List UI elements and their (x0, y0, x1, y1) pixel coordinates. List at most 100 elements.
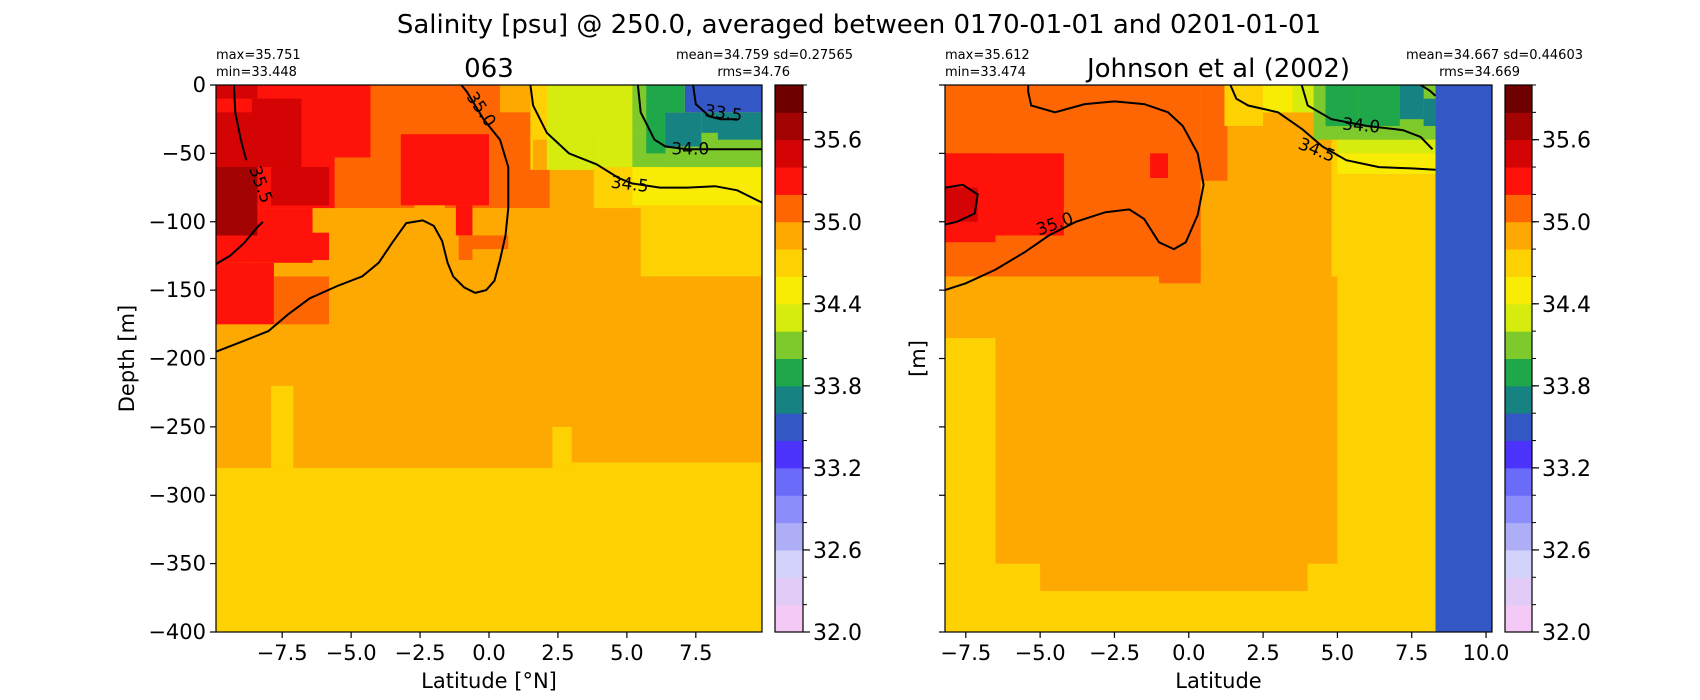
colorbar-segment (775, 249, 803, 277)
stats-left-text: max=35.612 (945, 48, 1030, 63)
panel-title: Johnson et al (2002) (1085, 54, 1350, 84)
heatmap-cell (945, 187, 978, 222)
heatmap-cell (1337, 153, 1436, 174)
panel-title: 063 (464, 54, 514, 84)
y-tick-label: −50 (162, 141, 206, 165)
stats-right-text: mean=34.759 sd=0.27565 (676, 48, 853, 63)
colorbar-segment (775, 139, 803, 168)
contour-label: 34.5 (610, 173, 650, 197)
colorbar-tick-label: 33.8 (813, 375, 862, 400)
colorbar-segment (1505, 303, 1532, 332)
contour-line (945, 183, 979, 226)
heatmap-cell (273, 276, 330, 325)
heatmap-cell (1200, 85, 1228, 181)
heatmap-cell (251, 98, 302, 168)
heatmap-cell (216, 85, 258, 99)
figure-suptitle: Salinity [psu] @ 250.0, averaged between… (397, 10, 1321, 40)
colorbar-segment (1505, 413, 1532, 442)
heatmap-cell (533, 139, 547, 170)
colorbar-segment (775, 604, 803, 633)
contour-label: 34.0 (671, 139, 709, 159)
heatmap-cell (1150, 153, 1168, 178)
x-tick-label: −7.5 (940, 641, 991, 665)
contour-line (636, 85, 762, 151)
colorbar-segment (775, 467, 803, 496)
x-tick-label: 0.0 (1172, 641, 1205, 665)
x-tick-label: −2.5 (1089, 641, 1140, 665)
colorbar-tick-label: 35.6 (1542, 129, 1591, 154)
y-tick-label: −150 (148, 278, 206, 302)
heatmap-cell (271, 167, 330, 206)
stats-left-text: max=35.751 (216, 48, 301, 63)
heatmap-cell (455, 205, 473, 236)
y-tick-label: −100 (148, 210, 206, 234)
colorbar-segment (775, 522, 803, 551)
x-tick-label: −7.5 (257, 641, 308, 665)
colorbar-segment (1505, 194, 1532, 223)
heatmap-cell (1224, 85, 1264, 127)
colorbar-segment (775, 194, 803, 223)
colorbar-segment (1505, 549, 1532, 578)
heatmap-cell (216, 262, 274, 325)
colorbar-segment (1505, 385, 1532, 414)
y-axis-label: Depth [m] (115, 305, 139, 412)
colorbar-segment (1505, 604, 1532, 633)
colorbar-segment (1505, 467, 1532, 496)
x-axis-label: Latitude [°N] (421, 669, 557, 693)
heatmap-cell (1358, 85, 1400, 127)
contour-line (216, 85, 510, 353)
y-tick-label: −300 (148, 483, 206, 507)
x-tick-label: 5.0 (1321, 641, 1354, 665)
left-panel: 35.035.534.033.534.5 −7.5 −5.0 −2.5 0.0 2.5 5.… (115, 48, 862, 693)
contour-line (529, 85, 762, 204)
x-tick-label: 2.5 (1246, 641, 1279, 665)
colorbar-tick-label: 35.6 (813, 129, 862, 154)
colorbar-segment (1505, 358, 1532, 387)
heatmap-cell (1423, 98, 1436, 127)
colorbar-tick-label: 34.4 (1542, 293, 1591, 318)
x-tick-label: −5.0 (1015, 641, 1066, 665)
colorbar-tick-label: 32.6 (1542, 539, 1591, 564)
x-tick-label: −5.0 (326, 641, 377, 665)
stats-left-text: min=33.448 (216, 65, 297, 80)
heatmap-cell (216, 426, 473, 468)
colorbar-tick-label: 32.6 (813, 539, 862, 564)
contour-line (692, 85, 738, 121)
y-tick-label: −200 (148, 347, 206, 371)
plot-area: 35.035.534.033.534.5 (216, 85, 762, 632)
y-tick-label: −400 (148, 620, 206, 644)
stats-left-text: min=33.474 (945, 65, 1026, 80)
y-tick-label: −250 (148, 415, 206, 439)
y-tick-label: −350 (148, 552, 206, 576)
y-tick-label: 0 (193, 73, 206, 97)
colorbar-segment (775, 358, 803, 387)
heatmap-cell (500, 85, 531, 113)
colorbar-segment (775, 85, 803, 113)
x-tick-label: 2.5 (541, 641, 574, 665)
colorbar-segment (775, 221, 803, 250)
colorbar-tick-label: 34.4 (813, 293, 862, 318)
heatmap-cell (400, 134, 489, 206)
colorbar-segment (1505, 522, 1532, 551)
heatmap-cell (632, 85, 647, 133)
colorbar-segment (775, 440, 803, 469)
contour-line (1420, 85, 1437, 97)
heatmap-cell (1399, 85, 1424, 120)
contour-line (945, 85, 1205, 292)
heatmap-cell (216, 167, 258, 236)
x-tick-label: 7.5 (679, 641, 712, 665)
contour-line (1229, 85, 1436, 171)
colorbar-segment (1505, 167, 1532, 195)
contour-line (232, 85, 248, 161)
stats-right-text: mean=34.667 sd=0.44603 (1406, 48, 1583, 63)
heatmap-cell (552, 426, 572, 468)
colorbar-tick-label: 35.0 (813, 211, 862, 236)
x-tick-label: 7.5 (1395, 641, 1428, 665)
x-tick-label: 10.0 (1463, 641, 1510, 665)
colorbar-segment (1505, 85, 1532, 113)
heatmap-cell (1331, 180, 1421, 277)
contour-label: 34.0 (1341, 114, 1380, 137)
colorbar-segment (775, 577, 803, 606)
colorbar-segment (775, 303, 803, 332)
